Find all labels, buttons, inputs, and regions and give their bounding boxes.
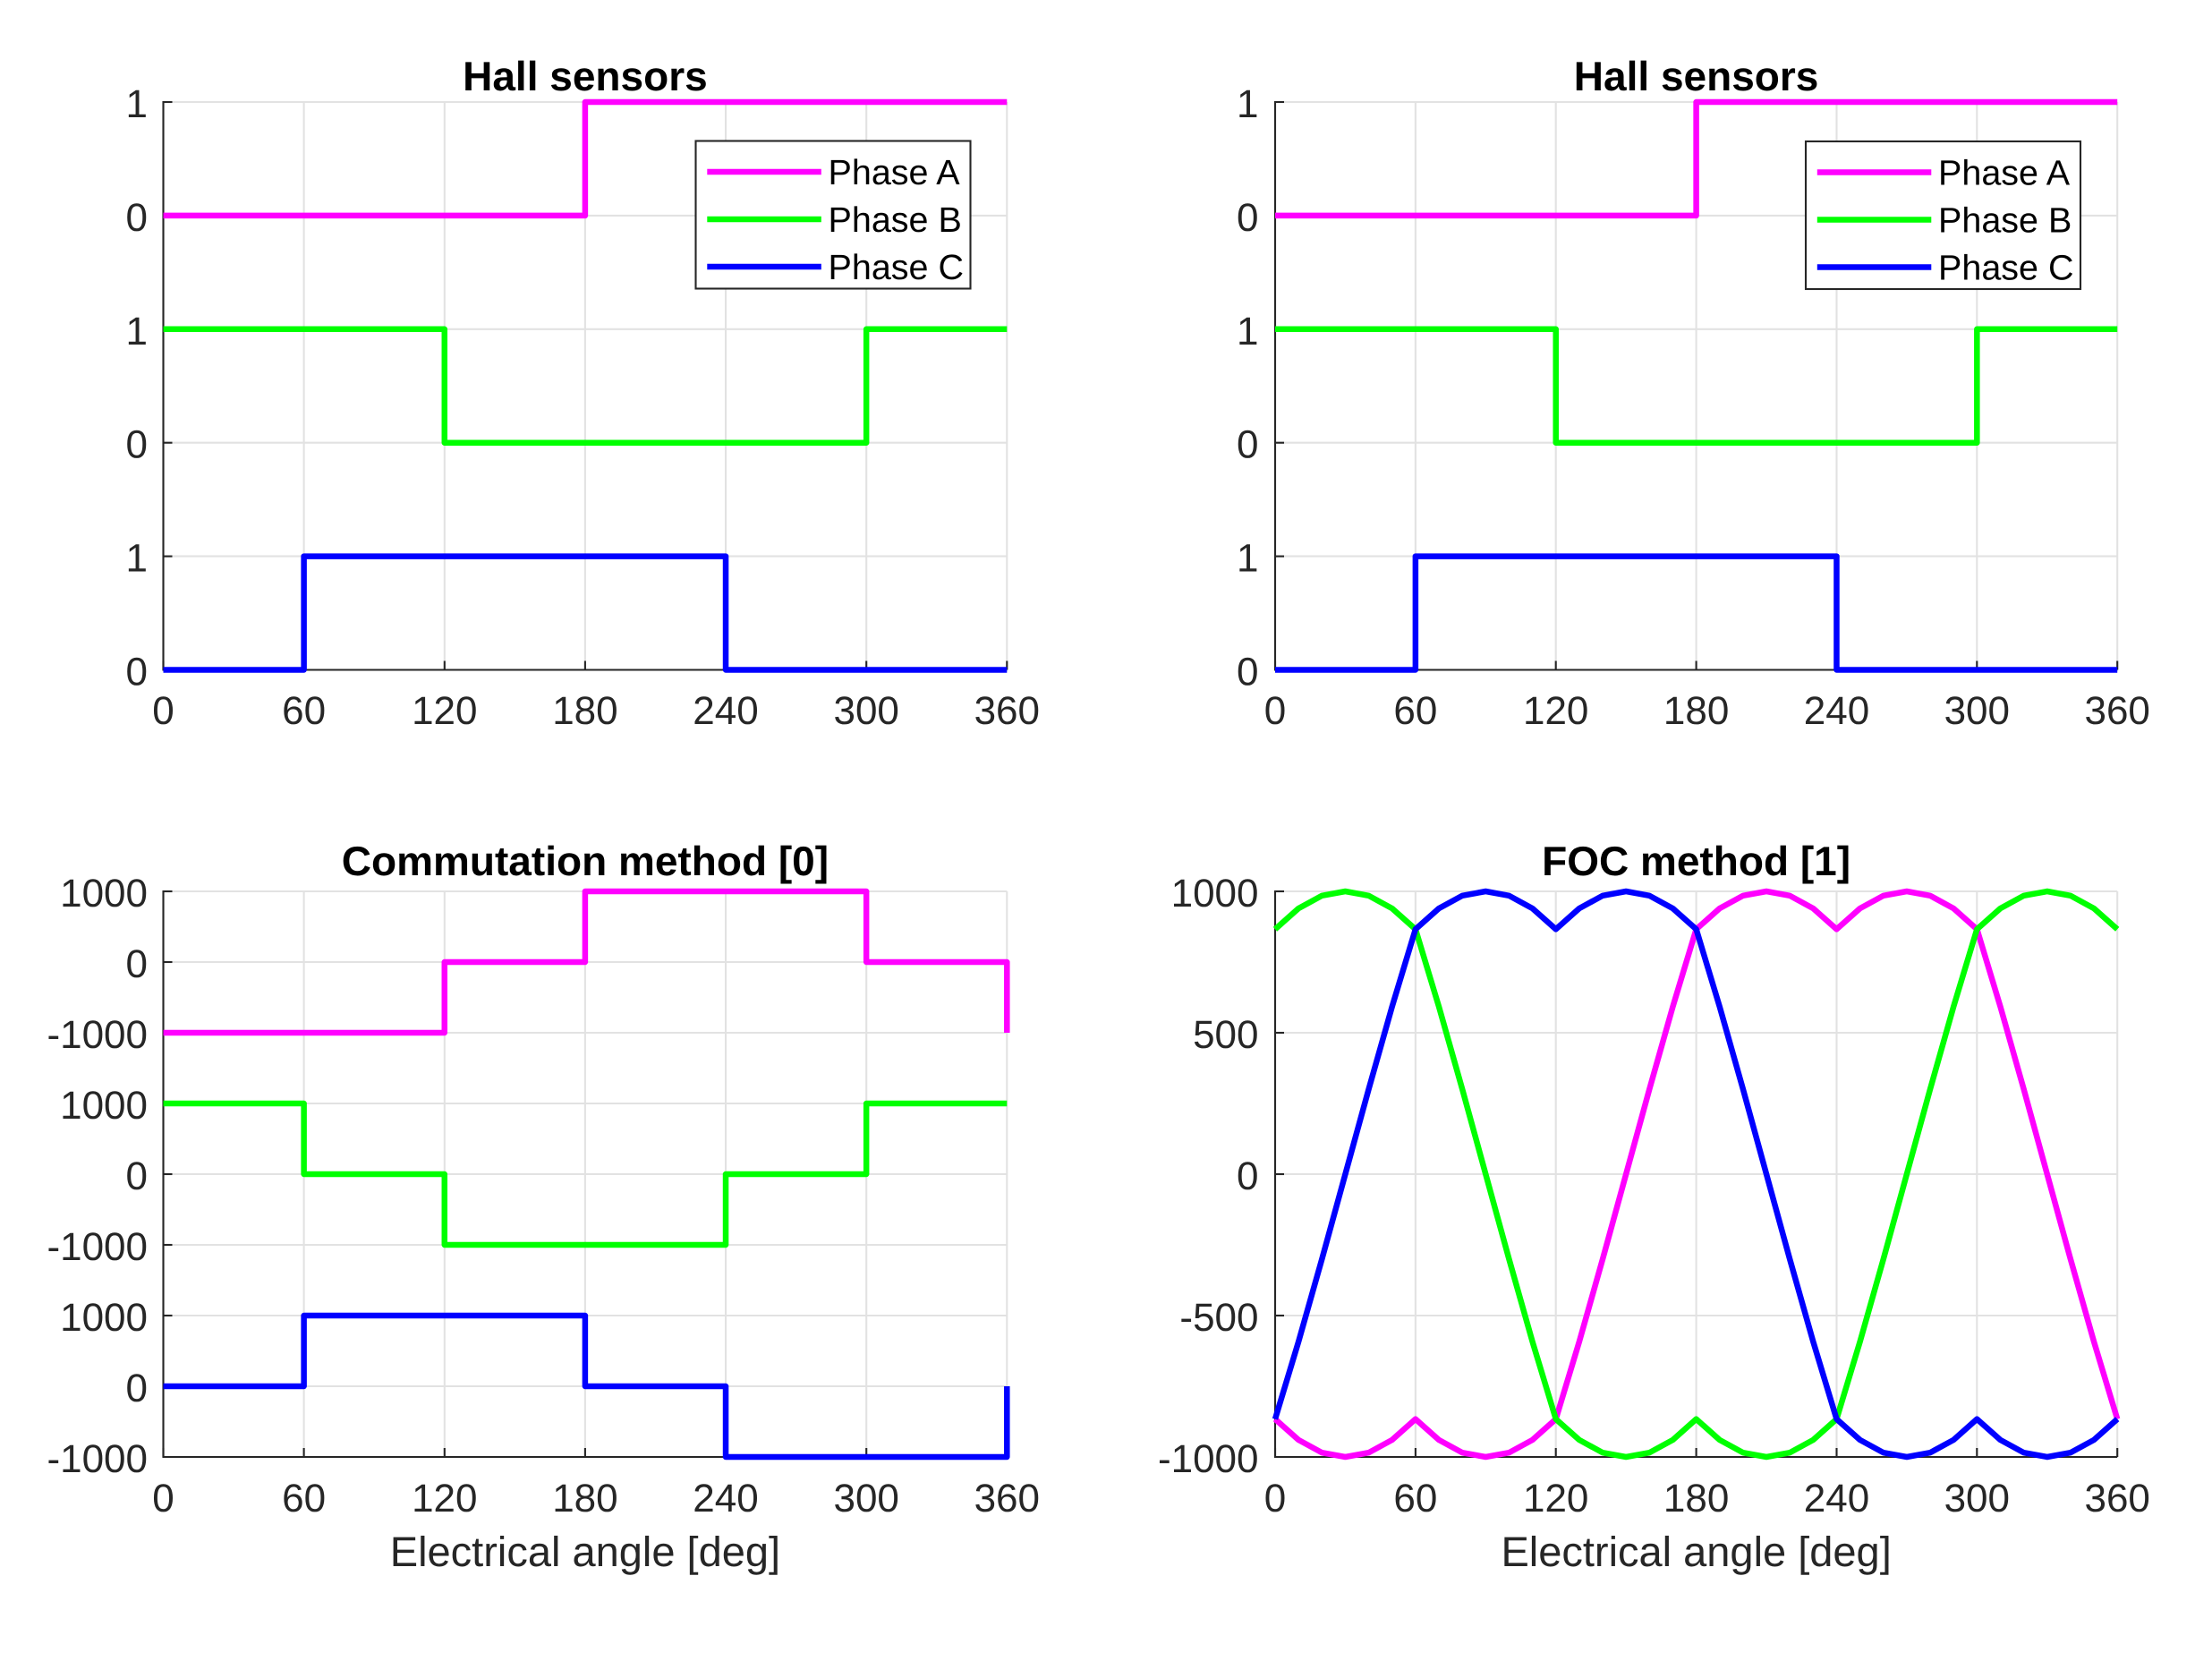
svg-text:1000: 1000 — [60, 1084, 148, 1128]
svg-text:240: 240 — [693, 689, 758, 733]
svg-text:Commutation method [0]: Commutation method [0] — [342, 838, 829, 884]
svg-text:FOC method [1]: FOC method [1] — [1542, 838, 1850, 884]
svg-text:120: 120 — [1523, 1477, 1588, 1520]
svg-text:0: 0 — [1264, 689, 1286, 733]
svg-text:0: 0 — [1237, 423, 1258, 467]
svg-text:Phase A: Phase A — [1938, 154, 2071, 193]
svg-text:360: 360 — [2084, 1477, 2149, 1520]
svg-text:60: 60 — [282, 1477, 326, 1520]
svg-text:120: 120 — [412, 1477, 477, 1520]
svg-text:0: 0 — [1237, 651, 1258, 694]
svg-text:0: 0 — [126, 1154, 148, 1198]
svg-text:1000: 1000 — [1171, 872, 1259, 916]
svg-text:1: 1 — [1237, 82, 1258, 126]
svg-text:1: 1 — [1237, 310, 1258, 353]
svg-text:60: 60 — [282, 689, 326, 733]
svg-text:1: 1 — [1237, 537, 1258, 581]
svg-text:Hall sensors: Hall sensors — [1574, 53, 1819, 99]
svg-text:240: 240 — [693, 1477, 758, 1520]
svg-text:300: 300 — [1944, 1477, 2010, 1520]
svg-text:120: 120 — [412, 689, 477, 733]
svg-text:240: 240 — [1804, 689, 1869, 733]
svg-text:0: 0 — [126, 1367, 148, 1410]
svg-text:1: 1 — [126, 537, 148, 581]
svg-text:0: 0 — [152, 1477, 174, 1520]
svg-text:60: 60 — [1393, 1477, 1437, 1520]
svg-text:Phase C: Phase C — [1938, 249, 2074, 288]
svg-text:0: 0 — [126, 651, 148, 694]
svg-text:240: 240 — [1804, 1477, 1869, 1520]
svg-text:1000: 1000 — [60, 872, 148, 916]
svg-text:-500: -500 — [1179, 1296, 1258, 1340]
svg-text:Electrical angle [deg]: Electrical angle [deg] — [1501, 1528, 1891, 1575]
svg-text:-1000: -1000 — [47, 1225, 148, 1269]
svg-text:Phase B: Phase B — [829, 200, 962, 240]
svg-text:1: 1 — [126, 82, 148, 126]
svg-text:300: 300 — [833, 1477, 898, 1520]
svg-text:-1000: -1000 — [47, 1013, 148, 1057]
svg-text:Phase A: Phase A — [829, 153, 961, 192]
svg-text:0: 0 — [1237, 196, 1258, 240]
svg-text:180: 180 — [552, 689, 617, 733]
svg-text:300: 300 — [833, 689, 898, 733]
svg-text:-1000: -1000 — [1158, 1437, 1259, 1481]
svg-text:0: 0 — [126, 196, 148, 240]
svg-text:500: 500 — [1193, 1013, 1258, 1057]
svg-text:-1000: -1000 — [47, 1437, 148, 1481]
svg-text:300: 300 — [1944, 689, 2010, 733]
svg-text:0: 0 — [126, 423, 148, 467]
svg-text:0: 0 — [152, 689, 174, 733]
svg-text:Electrical angle [deg]: Electrical angle [deg] — [390, 1528, 780, 1575]
svg-text:0: 0 — [1264, 1477, 1286, 1520]
svg-text:Phase C: Phase C — [829, 248, 965, 287]
svg-text:180: 180 — [1663, 1477, 1729, 1520]
svg-text:60: 60 — [1393, 689, 1437, 733]
svg-text:180: 180 — [1663, 689, 1729, 733]
svg-text:0: 0 — [1237, 1154, 1258, 1198]
svg-text:180: 180 — [552, 1477, 617, 1520]
svg-text:Phase B: Phase B — [1938, 201, 2072, 241]
svg-text:1000: 1000 — [60, 1296, 148, 1340]
svg-text:360: 360 — [974, 1477, 1040, 1520]
svg-text:360: 360 — [974, 689, 1040, 733]
svg-text:1: 1 — [126, 310, 148, 353]
svg-text:120: 120 — [1523, 689, 1588, 733]
svg-text:0: 0 — [126, 942, 148, 986]
svg-text:360: 360 — [2084, 689, 2149, 733]
svg-text:Hall sensors: Hall sensors — [463, 53, 708, 99]
